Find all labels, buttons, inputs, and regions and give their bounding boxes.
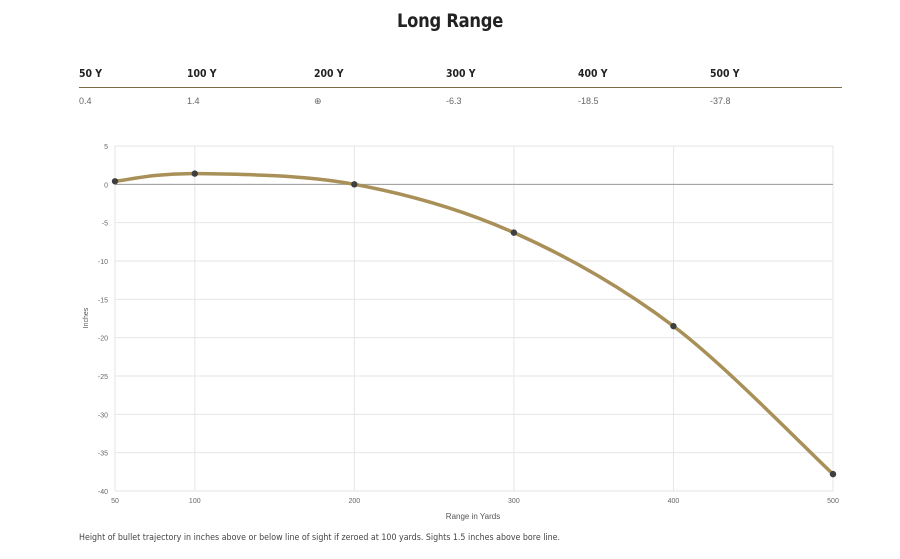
value-500y: -37.8	[710, 96, 731, 106]
x-axis-ticks: 50 100 200 300 400 500	[111, 498, 839, 505]
chart-grid	[114, 145, 834, 492]
x-axis-label: Range in Yards	[446, 512, 500, 521]
trajectory-line	[113, 171, 835, 476]
data-point	[191, 170, 198, 177]
header-50y: 50 Y	[79, 67, 103, 80]
data-point	[670, 322, 677, 330]
y-tick-label: -10	[98, 259, 108, 266]
y-tick-label: 5	[104, 144, 108, 151]
value-100y: 1.4	[187, 96, 200, 106]
header-400y: 400 Y	[578, 67, 608, 80]
x-tick-label: 100	[189, 498, 201, 505]
y-tick-label: -30	[98, 412, 108, 419]
data-point	[829, 470, 837, 478]
x-tick-label: 500	[827, 498, 839, 505]
y-tick-label: -40	[98, 489, 108, 496]
x-tick-label: 200	[348, 498, 360, 505]
header-500y: 500 Y	[710, 67, 740, 80]
y-tick-label: -5	[102, 221, 108, 228]
header-100y: 100 Y	[187, 67, 217, 80]
header-300y: 300 Y	[446, 67, 476, 80]
data-points	[111, 170, 837, 478]
value-400y: -18.5	[578, 96, 599, 106]
data-point	[510, 229, 518, 236]
value-50y: 0.4	[79, 96, 92, 106]
y-tick-label: -35	[98, 451, 108, 458]
y-tick-label: 0	[104, 182, 108, 189]
zero-crosshair-icon: ⊕	[314, 96, 322, 106]
footnote: Height of bullet trajectory in inches ab…	[79, 533, 561, 543]
table-header-row: 50 Y 100 Y 200 Y 300 Y 400 Y 500 Y	[79, 65, 842, 88]
y-tick-label: -15	[98, 297, 108, 304]
chart-title: Long Range	[396, 10, 504, 32]
x-tick-label: 50	[111, 498, 119, 505]
y-tick-label: -20	[98, 336, 108, 343]
y-axis-ticks: 5 0 -5 -10 -15 -20 -25 -30 -35 -40	[98, 144, 108, 496]
data-point	[351, 181, 358, 188]
trajectory-table: 50 Y 100 Y 200 Y 300 Y 400 Y 500 Y 0.4 1…	[79, 65, 842, 110]
table-value-row: 0.4 1.4 ⊕ -6.3 -18.5 -37.8	[79, 88, 842, 110]
x-tick-label: 300	[508, 498, 520, 505]
y-tick-label: -25	[98, 374, 108, 381]
x-tick-label: 400	[668, 498, 680, 505]
value-300y: -6.3	[446, 96, 462, 106]
y-axis-label: Inches	[83, 307, 90, 328]
data-point	[111, 178, 119, 185]
header-200y: 200 Y	[314, 67, 344, 80]
